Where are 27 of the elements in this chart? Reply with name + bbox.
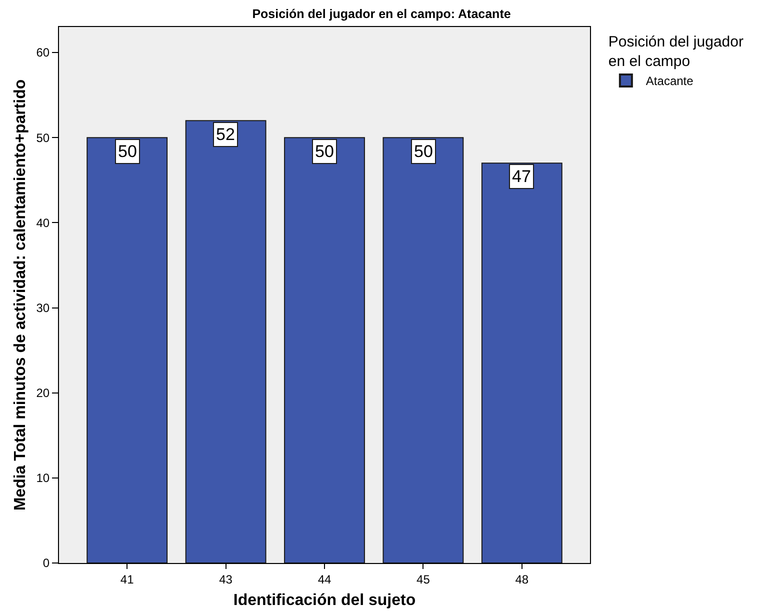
data-label: 50 [118,142,137,161]
data-label: 52 [216,125,235,144]
legend-title: Posición del jugador en el campo [608,34,744,70]
y-axis-title: Media Total minutos de actividad: calentamiento+partido [12,79,30,511]
bar [185,120,266,563]
bar [382,137,464,563]
x-tick-label: 45 [416,572,430,586]
data-label: 50 [315,142,334,161]
x-tick-label: 48 [515,572,529,586]
chart-title: Posición del jugador en el campo: Atacante [252,6,511,21]
x-axis-title: Identificación del sujeto [233,592,416,610]
x-tick-label: 44 [318,572,332,586]
legend-label: Atacante [646,74,694,88]
y-tick-label: 10 [36,471,50,486]
y-tick-label: 60 [36,46,50,60]
y-tick-label: 40 [36,216,50,230]
y-tick-label: 30 [36,300,50,315]
x-tick-label: 43 [219,572,233,586]
bar [284,137,365,563]
data-label: 50 [414,142,433,161]
y-tick-label: 0 [42,556,50,570]
y-tick-label: 20 [36,386,50,400]
data-label: 47 [512,167,531,186]
bar [86,137,168,563]
bar [481,162,562,563]
y-tick-label: 50 [36,130,50,145]
x-tick-label: 41 [120,572,134,586]
